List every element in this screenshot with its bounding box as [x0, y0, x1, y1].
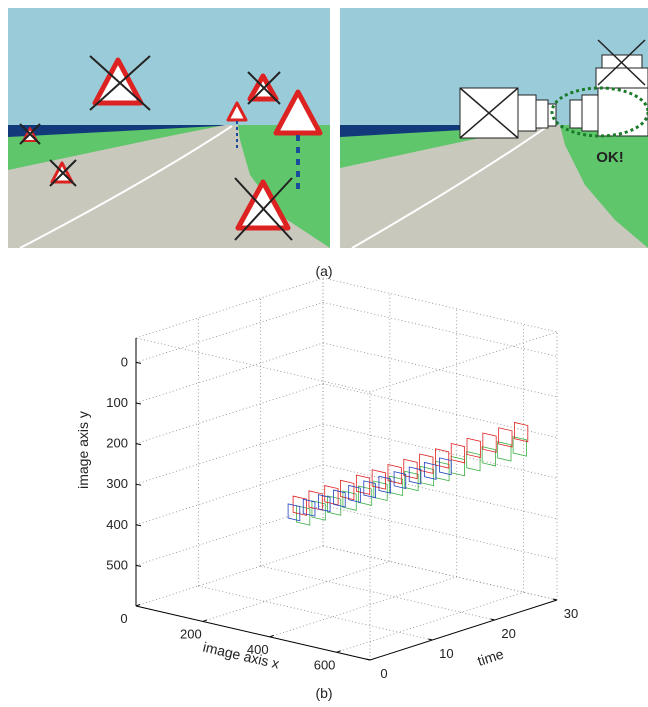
time-axis: [370, 600, 557, 660]
y-tick-label: 100: [106, 395, 128, 410]
x-tick: [203, 620, 207, 622]
plot-3d: 0 100 200 300 400 500 0 200 400 600 0 10 20 30: [106, 278, 578, 681]
grid-line: [323, 384, 557, 438]
time-tick: [428, 639, 432, 640]
grid-line: [136, 505, 323, 565]
grid-line: [198, 586, 432, 640]
time-tick-label: 0: [380, 666, 387, 681]
x-axis-label: image axis x: [201, 639, 280, 672]
grid-line: [136, 465, 323, 525]
track-box: [409, 467, 421, 484]
x-tick: [136, 605, 140, 607]
y-tick-label: 0: [121, 354, 128, 369]
y-tick: [136, 403, 141, 404]
frame-edge: [136, 278, 323, 338]
y-tick-label: 400: [106, 517, 128, 532]
grid-line: [261, 566, 495, 620]
grid-line: [136, 546, 323, 606]
x-tick: [337, 651, 341, 653]
track-box: [309, 491, 322, 510]
track-box: [394, 472, 406, 489]
x-tick-label: 200: [180, 626, 202, 641]
scene-right: OK!: [340, 8, 648, 248]
y-axis-label: image axis y: [75, 411, 91, 489]
time-axis-label: time: [475, 645, 505, 668]
time-tick-label: 20: [501, 626, 515, 641]
grid-line: [136, 302, 323, 362]
time-tick: [553, 599, 557, 600]
y-tick: [136, 444, 141, 445]
grid-line: [323, 302, 557, 356]
frame-edge: [323, 546, 557, 600]
track-box: [405, 471, 418, 490]
track-box: [388, 465, 401, 484]
track-box: [451, 456, 464, 475]
grid-line: [270, 577, 457, 637]
track-box: [436, 461, 449, 480]
time-tick-label: 10: [439, 646, 453, 661]
y-tick: [136, 484, 141, 485]
x-tick-label: 600: [314, 657, 336, 672]
track-box: [451, 443, 464, 462]
figure: OK! (a) (b) image axis y image axis x ti…: [0, 0, 648, 707]
y-tick: [136, 565, 141, 566]
caption-a: (a): [315, 263, 332, 279]
frame-edge: [136, 338, 370, 392]
track-box: [420, 466, 433, 485]
grid-line: [323, 424, 557, 478]
caption-b: (b): [315, 685, 332, 701]
time-tick: [366, 659, 370, 660]
y-tick: [136, 362, 141, 363]
time-tick-label: 30: [564, 606, 578, 621]
grid-line: [136, 384, 323, 444]
track-box: [341, 480, 354, 499]
ok-label: OK!: [596, 149, 624, 166]
frame-edge: [370, 332, 557, 392]
track-box: [424, 462, 436, 479]
x-tick-label: 0: [120, 611, 127, 626]
grid-line: [136, 424, 323, 484]
grid-line: [136, 343, 323, 403]
grid-line: [203, 561, 390, 621]
grid-line: [337, 592, 524, 652]
grid-line: [323, 546, 557, 600]
track-box: [356, 475, 369, 494]
y-tick-label: 300: [106, 476, 128, 491]
y-tick-label: 500: [106, 557, 128, 572]
x-tick: [270, 635, 274, 637]
frame-edge: [323, 278, 557, 332]
x-tick-label: 400: [247, 642, 269, 657]
grid-line: [323, 505, 557, 559]
time-tick: [491, 619, 495, 620]
grid-line: [323, 343, 557, 397]
scene-left: [8, 8, 330, 248]
track-box: [389, 476, 402, 495]
y-tick: [136, 525, 141, 526]
y-tick-label: 200: [106, 436, 128, 451]
track-box: [325, 486, 338, 505]
